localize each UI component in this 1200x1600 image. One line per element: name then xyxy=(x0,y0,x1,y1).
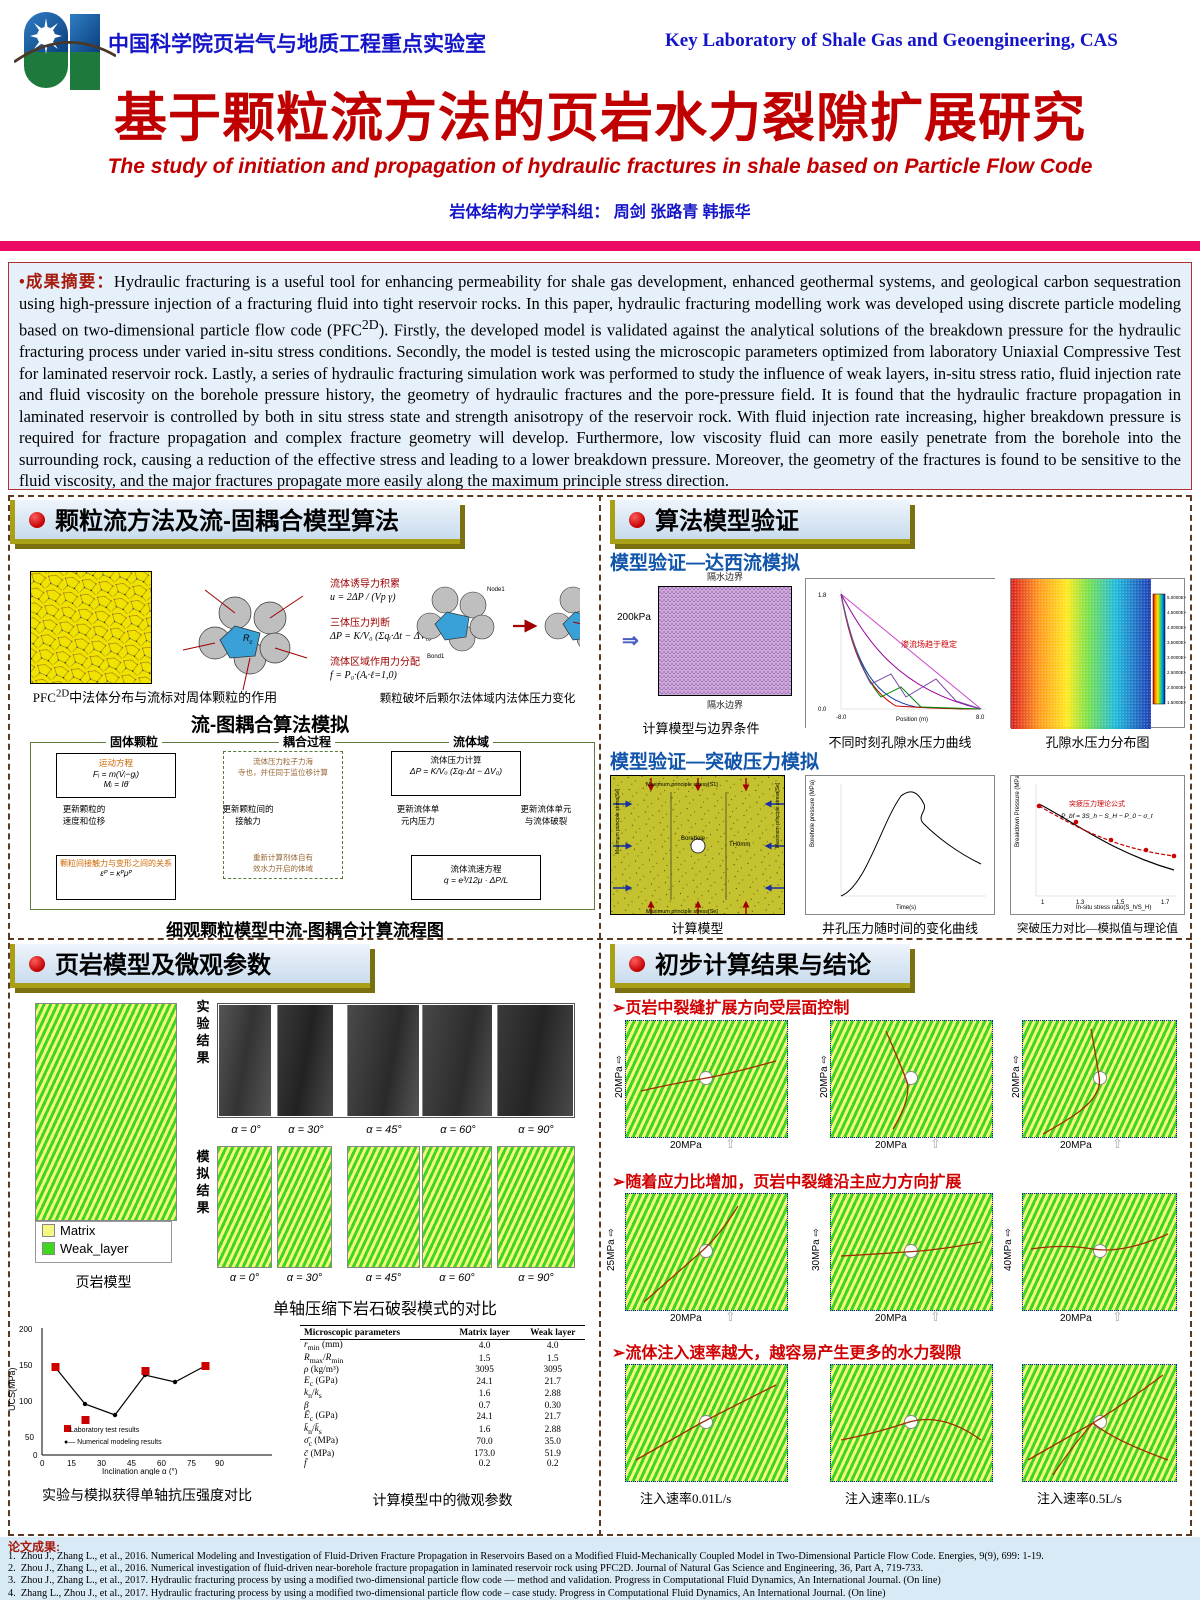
svg-text:P_bf = 3S_h − S_H − P_0 − σ_t: P_bf = 3S_h − S_H − P_0 − σ_t xyxy=(1061,813,1154,820)
svg-text:Maximum principle stress[Se]: Maximum principle stress[Se] xyxy=(775,782,781,848)
svg-text:4.5000E+08: 4.5000E+08 xyxy=(1167,610,1186,615)
svg-text:1.5000E+08: 1.5000E+08 xyxy=(1167,700,1186,705)
svg-text:1: 1 xyxy=(1041,900,1045,906)
svg-text:Time(s): Time(s) xyxy=(896,905,916,911)
svg-text:Maximum principle stress[S1]: Maximum principle stress[S1] xyxy=(646,782,718,788)
svg-text:0: 0 xyxy=(33,1451,38,1460)
svg-text:4.0000E+08: 4.0000E+08 xyxy=(1167,625,1186,630)
svg-text:50: 50 xyxy=(25,1433,34,1442)
svg-text:Maximum principle stress[Se]: Maximum principle stress[Se] xyxy=(615,788,621,854)
svg-text:TH0mm: TH0mm xyxy=(729,842,750,848)
svg-text:Node1: Node1 xyxy=(487,587,505,593)
svg-text:1.3: 1.3 xyxy=(1076,900,1085,906)
svg-text:Bond1: Bond1 xyxy=(427,654,445,660)
svg-text:3.5000E+08: 3.5000E+08 xyxy=(1167,640,1186,645)
svg-text:2.5000E+08: 2.5000E+08 xyxy=(1167,670,1186,675)
svg-text:0.0: 0.0 xyxy=(818,707,827,713)
svg-text:90: 90 xyxy=(215,1459,224,1468)
svg-text:15: 15 xyxy=(67,1459,76,1468)
svg-text:Position (m): Position (m) xyxy=(896,717,928,723)
svg-text:1.5: 1.5 xyxy=(1116,900,1125,906)
svg-text:Inclination angle α (°): Inclination angle α (°) xyxy=(102,1467,178,1475)
svg-text:渗流场趋于稳定: 渗流场趋于稳定 xyxy=(901,639,957,649)
svg-text:2.0000E+08: 2.0000E+08 xyxy=(1167,685,1186,690)
svg-text:UCS(MPa): UCS(MPa) xyxy=(7,1367,17,1411)
svg-text:3.0000E+08: 3.0000E+08 xyxy=(1167,655,1186,660)
svg-text:突疲压力理论公式: 突疲压力理论公式 xyxy=(1069,799,1125,808)
svg-text:Laboratory test results: Laboratory test results xyxy=(70,1427,140,1434)
svg-text:75: 75 xyxy=(187,1459,196,1468)
svg-text:8.0: 8.0 xyxy=(976,715,985,721)
svg-text:0: 0 xyxy=(40,1459,45,1468)
svg-text:●— Numerical modeling results: ●— Numerical modeling results xyxy=(64,1439,162,1446)
svg-text:In-situ stress ratio(S_h/S_H): In-situ stress ratio(S_h/S_H) xyxy=(1076,905,1151,911)
svg-text:150: 150 xyxy=(19,1361,33,1370)
svg-text:100: 100 xyxy=(19,1397,33,1406)
svg-text:1.7: 1.7 xyxy=(1161,900,1170,906)
svg-text:Borehole pressure (MPa): Borehole pressure (MPa) xyxy=(810,780,816,847)
svg-text:1.8: 1.8 xyxy=(818,593,827,599)
svg-text:5.0000E+08: 5.0000E+08 xyxy=(1167,595,1186,600)
svg-text:Maximum principle stress[Se]: Maximum principle stress[Se] xyxy=(646,909,718,915)
svg-text:Borehole: Borehole xyxy=(681,836,706,842)
svg-text:-8.0: -8.0 xyxy=(836,715,847,721)
svg-text:Breakdown Pressure (MPa): Breakdown Pressure (MPa) xyxy=(1015,776,1021,847)
svg-text:200: 200 xyxy=(19,1325,33,1334)
